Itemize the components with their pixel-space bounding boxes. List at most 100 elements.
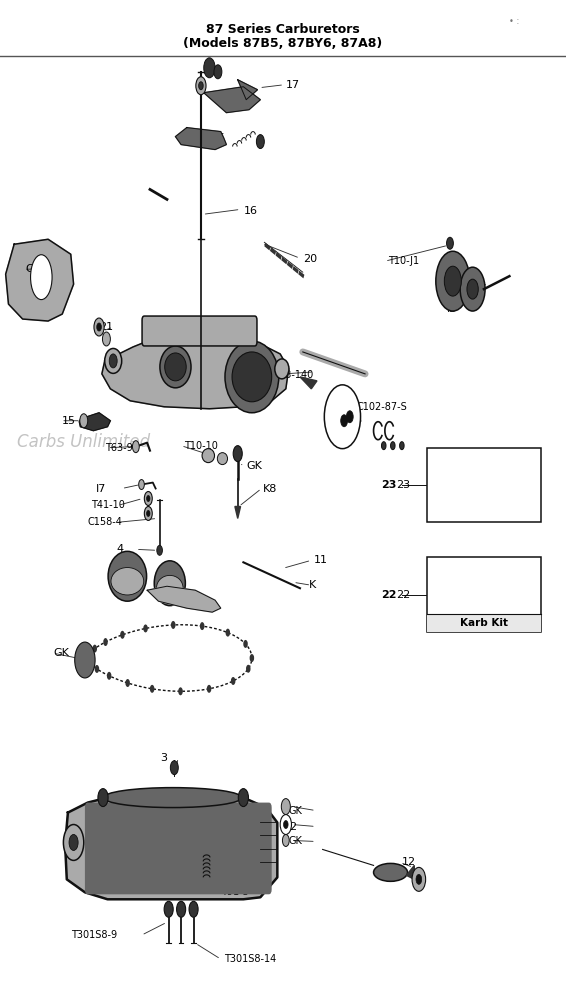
- Circle shape: [250, 654, 254, 662]
- Circle shape: [97, 323, 101, 331]
- Circle shape: [280, 815, 291, 834]
- Text: CG3-140: CG3-140: [272, 370, 314, 380]
- Text: 12: 12: [402, 857, 416, 867]
- Circle shape: [178, 687, 183, 695]
- Text: T41-10: T41-10: [91, 500, 125, 510]
- Circle shape: [94, 318, 104, 336]
- Circle shape: [147, 510, 150, 516]
- Ellipse shape: [154, 560, 186, 606]
- Circle shape: [444, 266, 461, 296]
- Circle shape: [226, 629, 230, 637]
- Circle shape: [281, 799, 290, 815]
- Circle shape: [284, 821, 288, 829]
- Ellipse shape: [275, 359, 289, 379]
- Text: I7: I7: [215, 133, 225, 143]
- Ellipse shape: [105, 349, 122, 373]
- Text: 11: 11: [314, 555, 328, 565]
- Polygon shape: [65, 798, 277, 899]
- Text: GK: GK: [289, 836, 303, 846]
- Polygon shape: [102, 334, 289, 409]
- Circle shape: [69, 834, 78, 850]
- Circle shape: [391, 442, 395, 450]
- Polygon shape: [406, 865, 414, 879]
- Circle shape: [147, 496, 150, 501]
- Circle shape: [341, 415, 348, 427]
- Text: I3: I3: [447, 304, 457, 314]
- Bar: [427, 557, 541, 632]
- Ellipse shape: [165, 353, 186, 381]
- Text: (Models 87B5, 87BY6, 87A8): (Models 87B5, 87BY6, 87A8): [183, 37, 383, 51]
- Ellipse shape: [157, 575, 183, 600]
- Text: K: K: [308, 580, 316, 590]
- Circle shape: [143, 624, 148, 632]
- Text: I7: I7: [96, 484, 106, 494]
- Text: Gasket
Set: Gasket Set: [462, 475, 505, 496]
- Text: Carbs Unlimited: Carbs Unlimited: [17, 433, 150, 451]
- Circle shape: [109, 354, 117, 368]
- Ellipse shape: [103, 788, 242, 808]
- Circle shape: [120, 631, 125, 639]
- Circle shape: [75, 642, 95, 678]
- Circle shape: [447, 237, 453, 249]
- Bar: [276, 252, 282, 260]
- Ellipse shape: [374, 863, 408, 881]
- Circle shape: [416, 874, 422, 884]
- Circle shape: [144, 506, 152, 520]
- Circle shape: [92, 645, 97, 653]
- Bar: [270, 247, 276, 255]
- Polygon shape: [238, 80, 258, 100]
- Polygon shape: [235, 506, 241, 518]
- Text: GK: GK: [246, 461, 262, 471]
- Circle shape: [87, 650, 92, 658]
- Bar: [293, 266, 299, 274]
- Text: GK: GK: [25, 264, 41, 274]
- Bar: [298, 270, 305, 278]
- Text: GK: GK: [289, 806, 303, 816]
- Circle shape: [243, 640, 248, 648]
- Circle shape: [98, 789, 108, 807]
- Circle shape: [107, 672, 112, 680]
- Text: 15: 15: [62, 416, 76, 426]
- Circle shape: [460, 267, 485, 311]
- Text: 23: 23: [381, 480, 396, 491]
- Text: T10-10: T10-10: [184, 441, 218, 451]
- Text: K8: K8: [263, 484, 277, 494]
- Text: 23: 23: [396, 480, 410, 490]
- Circle shape: [132, 441, 139, 453]
- Text: 21: 21: [99, 322, 113, 332]
- Text: GK: GK: [54, 648, 70, 658]
- Circle shape: [150, 685, 155, 693]
- Ellipse shape: [160, 346, 191, 388]
- Circle shape: [400, 442, 404, 450]
- Bar: [287, 261, 293, 269]
- Circle shape: [214, 65, 222, 79]
- Circle shape: [164, 901, 173, 917]
- Circle shape: [346, 411, 353, 423]
- Text: C158-4: C158-4: [88, 517, 123, 527]
- Circle shape: [282, 834, 289, 846]
- Circle shape: [196, 77, 206, 95]
- Ellipse shape: [108, 551, 147, 601]
- Ellipse shape: [217, 453, 228, 465]
- Text: • :: • :: [509, 17, 520, 27]
- FancyBboxPatch shape: [142, 316, 257, 346]
- Circle shape: [412, 867, 426, 891]
- Ellipse shape: [111, 567, 144, 595]
- Polygon shape: [147, 586, 221, 612]
- Text: 4: 4: [116, 544, 123, 554]
- Bar: [281, 256, 288, 264]
- Polygon shape: [300, 377, 317, 389]
- Text: C102-87-S: C102-87-S: [357, 402, 408, 412]
- Polygon shape: [204, 87, 260, 113]
- Circle shape: [170, 761, 178, 775]
- Circle shape: [95, 665, 99, 673]
- Bar: [264, 242, 271, 250]
- Text: 17: 17: [286, 80, 300, 90]
- Text: T10-J1: T10-J1: [388, 256, 419, 266]
- Circle shape: [199, 82, 203, 90]
- Circle shape: [139, 480, 144, 490]
- Circle shape: [63, 825, 84, 860]
- Text: T301S8-9: T301S8-9: [71, 930, 117, 940]
- Text: 2: 2: [289, 822, 296, 831]
- Circle shape: [88, 659, 92, 667]
